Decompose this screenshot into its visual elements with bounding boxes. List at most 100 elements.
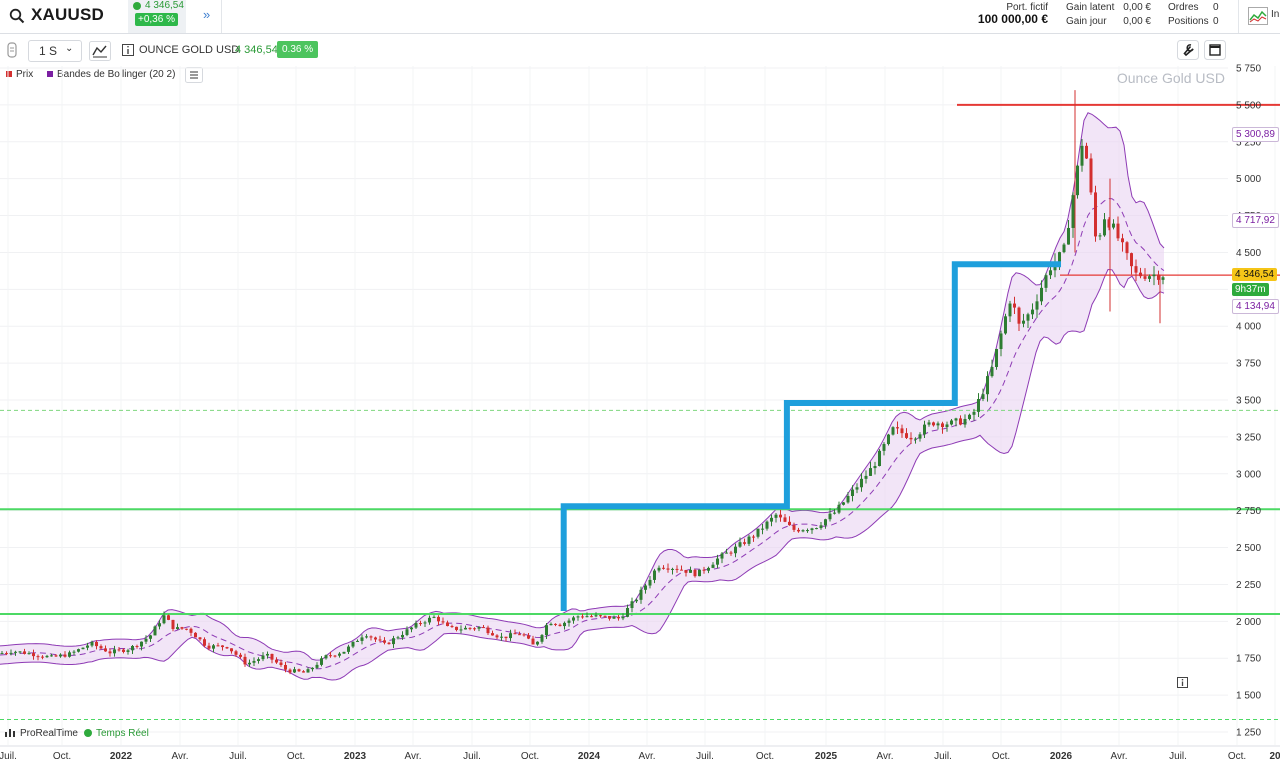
x-tick-label: 20: [1269, 751, 1280, 762]
candle-body: [819, 525, 823, 529]
bollinger-mid-line: [0, 198, 1165, 670]
symbol-box[interactable]: XAUUSD 4 346,54 +0,36 % »: [0, 0, 222, 33]
candle-body: [608, 616, 611, 619]
info-icon[interactable]: [122, 44, 134, 56]
candle-body: [230, 648, 233, 652]
symbol-name[interactable]: XAUUSD: [31, 5, 104, 24]
candle-body: [18, 651, 22, 653]
x-tick-label: Oct.: [521, 751, 539, 762]
candle-body: [122, 649, 125, 652]
top-right-cut-label: In: [1271, 9, 1280, 20]
candle-body: [729, 552, 733, 554]
candle-body: [477, 627, 481, 629]
timeframe-select[interactable]: 1 S ⌄: [28, 40, 82, 62]
portfolio-block[interactable]: Port. fictif: [990, 1, 1048, 15]
candle-body: [1098, 235, 1102, 237]
candle-body: [63, 654, 67, 657]
wrench-icon[interactable]: [1177, 40, 1199, 60]
positions-label[interactable]: Positions: [1168, 16, 1209, 27]
step-trend-line[interactable]: [560, 261, 1061, 611]
candle-body: [437, 616, 440, 622]
candle-body: [158, 623, 161, 627]
candle-body: [585, 616, 589, 618]
timeframe-value: 1 S: [39, 44, 58, 58]
candle-body: [270, 653, 274, 660]
orders-label[interactable]: Ordres: [1168, 2, 1199, 13]
candle-body: [225, 647, 229, 649]
candle-body: [423, 622, 427, 624]
portfolio-value-block: 100 000,00 €: [960, 12, 1048, 28]
candle-body: [302, 671, 305, 673]
candle-body: [1067, 227, 1070, 245]
candle-body: [126, 650, 130, 652]
bollinger-fill: [0, 112, 1164, 681]
candle-body: [108, 651, 112, 654]
portfolio-label: Port. fictif: [1006, 2, 1048, 13]
legend-bollinger[interactable]: Bandes de Bollinger (20 2): [47, 69, 175, 80]
top-right-panel[interactable]: In: [1238, 0, 1280, 33]
candle-body: [468, 627, 472, 629]
candle-body: [522, 634, 526, 636]
window-icon[interactable]: [1204, 40, 1226, 60]
blue-step-line[interactable]: [560, 261, 1061, 611]
candle-body: [365, 636, 368, 638]
search-icon[interactable]: [9, 8, 25, 24]
chart-info-icon[interactable]: [1177, 677, 1188, 688]
candle-body: [135, 645, 139, 647]
list-icon[interactable]: [185, 67, 203, 83]
candle-body: [1062, 244, 1066, 253]
candle-body: [716, 558, 719, 565]
candle-body: [1148, 276, 1151, 279]
gain-jour-label: Gain jour: [1066, 16, 1107, 27]
expand-chevron-icon[interactable]: »: [203, 7, 211, 22]
market-open-indicator: [133, 2, 141, 10]
candle-body: [527, 635, 530, 639]
last-price-label: 4 346,54: [1232, 268, 1277, 282]
candle-body: [540, 635, 544, 642]
bollinger-upper-line: [0, 112, 1165, 661]
y-tick-label: 5 500: [1236, 100, 1261, 111]
candle-body: [252, 660, 256, 663]
candle-body: [1094, 192, 1097, 237]
x-tick-label: 2025: [815, 751, 838, 762]
x-tick-label: Oct.: [992, 751, 1010, 762]
candle-body: [671, 568, 674, 570]
candle-body: [653, 570, 656, 580]
candle-body: [171, 619, 175, 630]
candle-body: [99, 646, 103, 649]
candle-body: [257, 659, 260, 661]
candle-body: [387, 642, 391, 645]
candle-body: [1130, 253, 1133, 267]
drag-handle-icon[interactable]: [6, 42, 18, 58]
candle-body: [315, 664, 319, 668]
chart-type-icon[interactable]: [89, 41, 111, 61]
candle-body: [603, 615, 607, 617]
horizontal-levels[interactable]: [0, 103, 1280, 720]
candle-body: [855, 487, 859, 490]
symbol-price: 4 346,54: [145, 0, 184, 11]
top-bar: XAUUSD 4 346,54 +0,36 % » Port. fictif 1…: [0, 0, 1280, 34]
candle-body: [612, 616, 616, 619]
candle-body: [1125, 242, 1129, 254]
candle-body: [1107, 219, 1111, 228]
candle-body: [306, 669, 310, 673]
candle-body: [369, 636, 373, 638]
candle-body: [959, 418, 962, 425]
chart-grid: [0, 66, 1276, 745]
candle-body: [446, 622, 449, 627]
y-tick-label: 2 250: [1236, 580, 1261, 591]
bollinger-lower-label: 4 134,94: [1232, 299, 1279, 315]
candle-body: [1053, 262, 1057, 271]
y-tick-label: 5 000: [1236, 174, 1261, 185]
candle-body: [981, 394, 985, 400]
candle-body: [261, 655, 265, 660]
candle-body: [545, 625, 548, 636]
indicator-chart-icon[interactable]: [1248, 7, 1268, 25]
candle-body: [657, 567, 661, 571]
candle-body: [581, 616, 584, 618]
candle-body: [617, 616, 620, 619]
candle-body: [32, 653, 35, 657]
candle-body: [702, 569, 706, 571]
legend-price[interactable]: Prix: [6, 69, 33, 80]
